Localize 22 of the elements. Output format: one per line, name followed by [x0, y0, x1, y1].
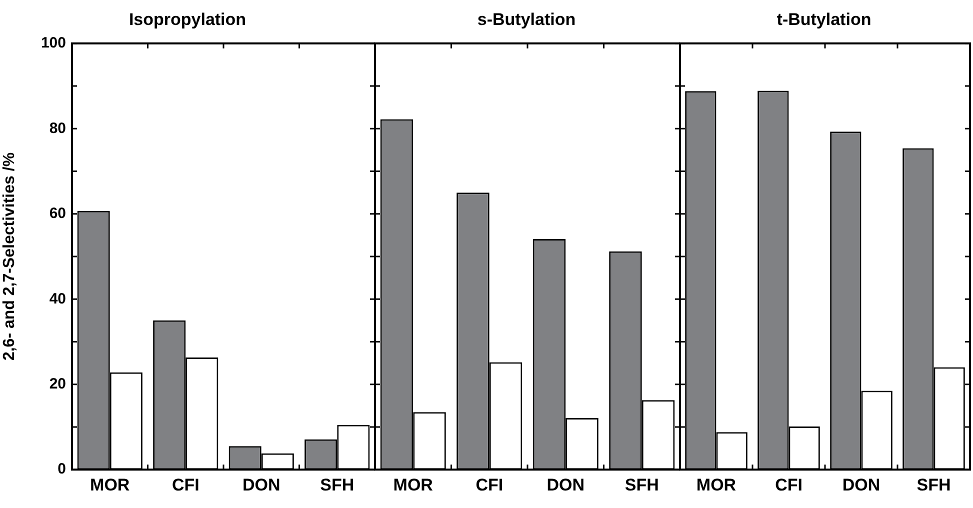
x-tick-label: CFI: [775, 475, 802, 494]
x-tick-label: MOR: [393, 475, 433, 494]
y-axis-title: 2,6- and 2,7-Selectivities /%: [1, 152, 18, 361]
chart-title: Isopropylation: [128, 10, 246, 29]
y-tick-label: 0: [58, 460, 66, 478]
y-tick-label: 100: [40, 34, 66, 52]
x-tick-label: SFH: [916, 475, 951, 494]
y-tick-label: 20: [49, 376, 66, 392]
chart-title: t-Butylation: [776, 10, 872, 29]
x-tick-label: CFI: [476, 475, 504, 494]
x-tick-label: CFI: [172, 475, 200, 494]
x-tick-label: DON: [546, 475, 585, 494]
y-tick-label: 80: [49, 120, 66, 137]
x-tick-label: MOR: [696, 475, 736, 494]
x-tick-label: MOR: [90, 475, 130, 494]
x-tick-label: DON: [842, 475, 880, 494]
y-tick-label: 60: [49, 205, 66, 222]
x-tick-label: SFH: [320, 475, 354, 494]
y-tick-label: 40: [49, 290, 66, 308]
x-tick-label: DON: [242, 475, 280, 494]
chart-title: s-Butylation: [477, 10, 576, 29]
x-tick-label: SFH: [624, 475, 659, 494]
